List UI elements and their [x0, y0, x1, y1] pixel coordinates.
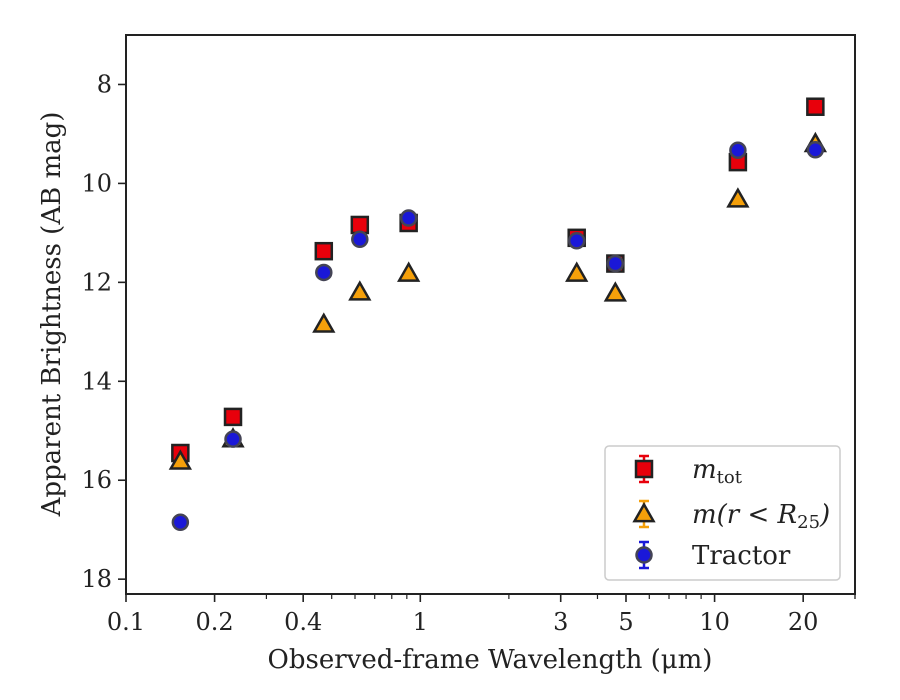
- x-axis-label: Observed-frame Wavelength (μm): [268, 645, 713, 675]
- y-tick-label: 18: [81, 565, 112, 593]
- data-points: [168, 97, 828, 532]
- x-tick-label: 10: [699, 608, 730, 636]
- legend-circle-marker: [635, 546, 653, 564]
- y-tick-label: 14: [81, 367, 112, 395]
- circle-point: [806, 141, 825, 159]
- x-tick-label: 5: [618, 608, 633, 636]
- y-tick-label: 12: [81, 268, 112, 296]
- x-tick-label: 0.1: [107, 608, 145, 636]
- circle-point: [606, 254, 625, 273]
- y-tick-label: 8: [97, 70, 112, 98]
- triangle-point: [348, 280, 372, 301]
- triangle-point: [397, 261, 421, 282]
- triangle-point: [726, 187, 750, 208]
- y-tick-label: 10: [81, 169, 112, 197]
- triangle-point: [603, 281, 627, 302]
- triangle-point: [565, 261, 589, 282]
- circle-point: [399, 209, 418, 227]
- x-tick-label: 0.4: [284, 608, 322, 636]
- legend-label: mtot: [692, 455, 743, 488]
- square-point: [223, 407, 243, 427]
- circle-point: [567, 232, 586, 250]
- circle-point: [224, 430, 242, 448]
- circle-point: [315, 263, 333, 282]
- legend-square-marker: [634, 459, 654, 479]
- legend-label: Tractor: [692, 541, 791, 571]
- circle-point: [351, 230, 369, 249]
- x-tick-label: 20: [788, 608, 819, 636]
- triangle-point: [168, 449, 193, 470]
- square-point: [806, 97, 825, 116]
- triangle-point: [312, 312, 336, 333]
- legend: mtot m(r < R25) Tractor: [604, 445, 841, 581]
- square-point: [314, 241, 334, 261]
- x-tick-label: 3: [553, 608, 568, 636]
- x-tick-label: 1: [413, 608, 428, 636]
- circle-point: [171, 513, 190, 532]
- x-tick-label: 0.2: [196, 608, 234, 636]
- axis-ticks: 0.1 0.2 0.4 1 3 5 10 20 8 10 12 14 16 18: [81, 70, 856, 636]
- y-tick-label: 16: [81, 466, 112, 494]
- y-axis-label: Apparent Brightness (AB mag): [37, 112, 67, 518]
- circle-point: [729, 141, 747, 160]
- legend-box: [604, 445, 841, 581]
- plot-frame: [125, 34, 856, 595]
- legend-label: m(r < R25): [692, 500, 830, 533]
- legend-triangle-marker: [632, 501, 656, 523]
